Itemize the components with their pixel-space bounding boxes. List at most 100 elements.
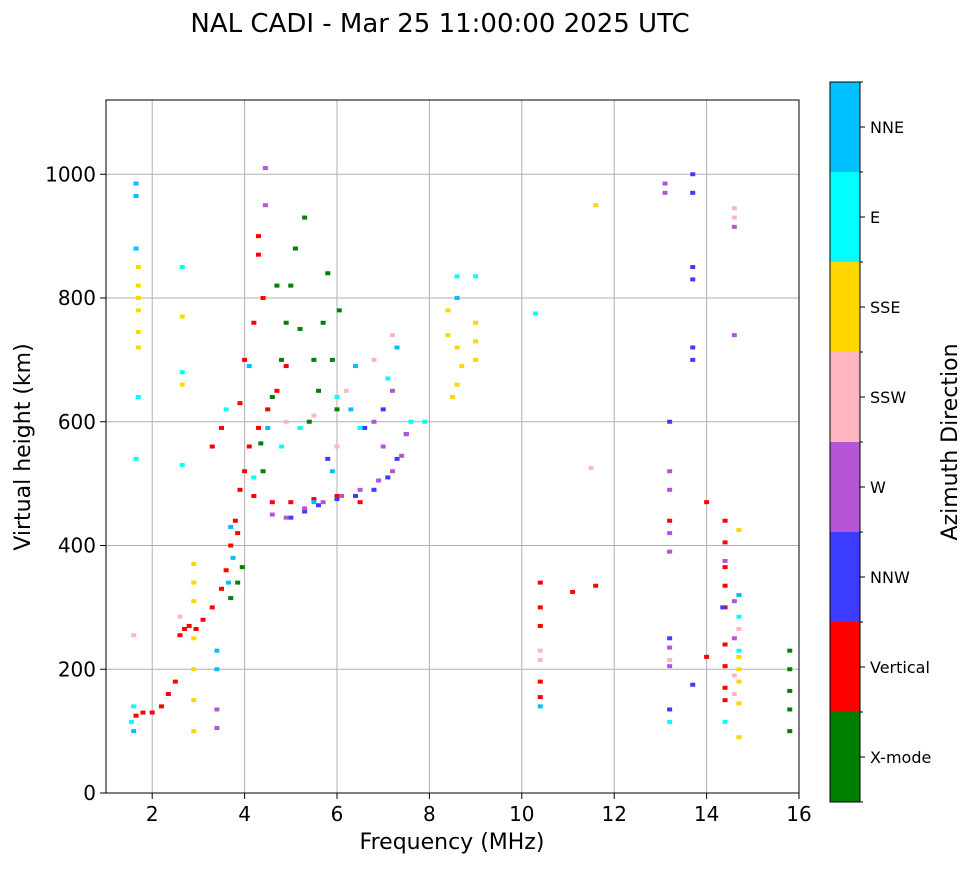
echo-point-w — [731, 636, 737, 641]
echo-point-e — [128, 719, 134, 724]
echo-point-ssw — [537, 648, 543, 653]
echo-point-w — [376, 478, 382, 483]
echo-point-vertical — [722, 698, 728, 703]
echo-point-x-mode — [235, 580, 241, 585]
echo-point-ssw — [731, 673, 737, 678]
echo-point-sse — [191, 729, 197, 734]
echo-point-nnw — [316, 503, 322, 508]
echo-point-e — [179, 265, 185, 270]
echo-point-nne — [265, 425, 271, 430]
x-tick-label: 2 — [146, 802, 159, 826]
echo-point-ssw — [371, 357, 377, 362]
echo-point-sse — [473, 339, 479, 344]
echo-point-sse — [454, 382, 460, 387]
x-tick-label: 16 — [786, 802, 811, 826]
echo-point-w — [389, 469, 395, 474]
echo-point-ssw — [311, 413, 317, 418]
echo-point-vertical — [667, 518, 673, 523]
echo-point-sse — [135, 345, 141, 350]
echo-point-x-mode — [258, 441, 264, 446]
echo-point-nnw — [690, 190, 696, 195]
echo-point-sse — [191, 698, 197, 703]
echo-point-vertical — [172, 679, 178, 684]
echo-point-x-mode — [279, 357, 285, 362]
echo-point-w — [662, 181, 668, 186]
echo-point-vertical — [722, 540, 728, 545]
echo-point-vertical — [537, 679, 543, 684]
echo-point-nne — [228, 524, 234, 529]
colorbar-segment — [830, 532, 860, 622]
echo-point-w — [667, 469, 673, 474]
y-tick-label: 1000 — [45, 162, 96, 186]
echo-point-x-mode — [239, 565, 245, 570]
echo-point-x-mode — [297, 326, 303, 331]
echo-point-e — [722, 719, 728, 724]
echo-point-w — [731, 224, 737, 229]
echo-point-vertical — [265, 407, 271, 412]
echo-point-x-mode — [787, 707, 793, 712]
echo-point-sse — [135, 330, 141, 335]
echo-point-w — [399, 453, 405, 458]
echo-point-nne — [246, 364, 252, 369]
y-tick-label: 0 — [83, 781, 96, 805]
echo-point-ssw — [131, 633, 137, 638]
echo-point-e — [179, 463, 185, 468]
echo-point-x-mode — [787, 648, 793, 653]
echo-point-x-mode — [320, 320, 326, 325]
echo-point-ssw — [736, 627, 742, 632]
echo-point-vertical — [537, 695, 543, 700]
echo-point-vertical — [722, 583, 728, 588]
echo-point-vertical — [593, 583, 599, 588]
echo-point-vertical — [209, 605, 215, 610]
echo-point-vertical — [219, 586, 224, 591]
echo-point-nnw — [394, 456, 400, 461]
echo-point-x-mode — [316, 388, 322, 393]
echo-point-e — [297, 425, 303, 430]
echo-point-vertical — [288, 500, 294, 505]
echo-point-x-mode — [306, 419, 312, 424]
echo-point-x-mode — [288, 283, 294, 288]
echo-point-e — [422, 419, 428, 424]
echo-point-e — [357, 425, 363, 430]
y-tick-label: 600 — [58, 410, 96, 434]
echo-point-x-mode — [283, 320, 289, 325]
echo-point-nnw — [690, 357, 696, 362]
echo-point-sse — [135, 265, 141, 270]
echo-point-sse — [445, 333, 451, 338]
echo-point-x-mode — [269, 395, 275, 399]
echo-point-e — [179, 370, 185, 375]
colorbar-tick-label: X-mode — [870, 748, 931, 767]
echo-point-vertical — [209, 444, 215, 449]
echo-point-sse — [736, 528, 742, 533]
echo-point-w — [320, 500, 326, 505]
echo-point-nne — [131, 729, 137, 734]
echo-point-nne — [394, 345, 400, 350]
echo-point-sse — [191, 599, 197, 604]
echo-point-nnw — [362, 425, 368, 430]
echo-point-nne — [225, 580, 231, 585]
echo-point-e — [131, 704, 137, 709]
echo-point-ssw — [334, 444, 340, 449]
echo-point-nnw — [302, 509, 308, 514]
echo-point-nnw — [720, 605, 726, 610]
echo-point-vertical — [228, 543, 234, 548]
echo-point-nne — [348, 407, 354, 412]
echo-point-ssw — [731, 692, 737, 696]
echo-point-w — [269, 512, 275, 517]
echo-point-x-mode — [292, 246, 298, 251]
echo-point-vertical — [232, 518, 238, 523]
echo-point-w — [262, 203, 268, 208]
y-tick-label: 400 — [58, 534, 96, 558]
echo-point-sse — [445, 308, 451, 313]
echo-point-sse — [450, 395, 455, 399]
colorbar-tick-label: SSE — [870, 298, 900, 317]
echo-point-vertical — [242, 469, 248, 474]
echo-point-w — [339, 494, 345, 498]
data-marks — [128, 166, 793, 740]
colorbar-segment — [830, 262, 860, 352]
echo-point-w — [722, 558, 728, 563]
echo-point-vertical — [311, 497, 317, 502]
echo-point-vertical — [251, 494, 257, 498]
echo-point-vertical — [722, 685, 728, 690]
echo-point-nnw — [667, 707, 673, 712]
